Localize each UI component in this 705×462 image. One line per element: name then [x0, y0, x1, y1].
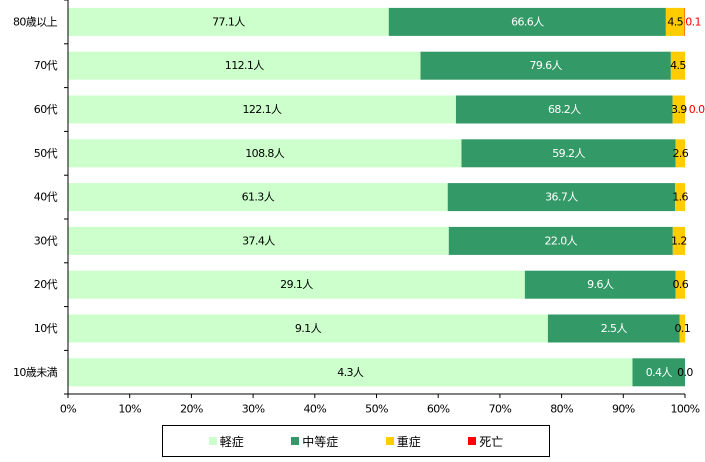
x-tick-label-6: 60%	[427, 403, 450, 416]
data-label-moderate-4: 36.7人	[545, 191, 578, 204]
data-label-mild-8: 4.3人	[337, 366, 364, 379]
category-label-7: 10代	[34, 322, 58, 335]
bar-segment-moderate-5	[448, 226, 673, 255]
bar-segment-mild-3	[68, 139, 462, 168]
bar-segment-severe-2	[672, 95, 685, 124]
x-tick-label-10: 100%	[670, 403, 699, 416]
data-label-mild-3: 108.8人	[245, 147, 284, 160]
bar-segment-moderate-6	[524, 270, 676, 299]
data-label-mild-6: 29.1人	[280, 278, 313, 291]
bar-segment-mild-1	[68, 51, 421, 80]
x-tick-label-1: 10%	[118, 403, 141, 416]
category-label-2: 60代	[34, 103, 58, 116]
legend-label-severe: 重症	[396, 434, 421, 449]
data-label-moderate-2: 68.2人	[548, 103, 581, 116]
legend-label-mild: 軽症	[219, 434, 244, 449]
category-label-8: 10歳未満	[13, 366, 58, 379]
data-label-severe-7: 0.1	[675, 322, 691, 335]
legend-item-mild: 軽症	[208, 433, 244, 450]
bar-segment-mild-7	[68, 314, 548, 343]
legend-item-moderate: 中等症	[291, 433, 338, 450]
legend-swatch-death	[468, 437, 477, 445]
x-tick-label-2: 20%	[180, 403, 203, 416]
data-label-mild-5: 37.4人	[242, 234, 275, 247]
bars-layer	[68, 7, 685, 387]
bar-segment-severe-6	[675, 270, 685, 299]
legend-label-death: 死亡	[479, 434, 504, 449]
bar-segment-severe-7	[679, 314, 685, 343]
bar-segment-mild-0	[68, 7, 389, 36]
data-label-mild-1: 112.1人	[225, 59, 264, 72]
data-label-mild-7: 9.1人	[295, 322, 322, 335]
axes-layer: 80歳以上 70代 60代 50代 40代 30代 20代 10代 10歳未満 0% 10% 20% 3…	[13, 0, 700, 416]
data-label-death-0: 0.1	[685, 15, 701, 28]
category-label-4: 40代	[34, 191, 58, 204]
category-label-3: 50代	[34, 147, 58, 160]
legend-swatch-mild	[208, 437, 217, 445]
x-tick-label-8: 80%	[550, 403, 573, 416]
category-label-5: 30代	[34, 234, 58, 247]
legend-swatch-severe	[385, 437, 394, 445]
bar-segment-moderate-0	[388, 7, 666, 36]
data-label-moderate-8: 0.4人	[646, 366, 673, 379]
data-label-moderate-0: 66.6人	[511, 15, 544, 28]
x-tick-label-5: 50%	[365, 403, 388, 416]
legend-item-death: 死亡	[468, 433, 503, 450]
legend-item-severe: 重症	[385, 433, 421, 450]
bar-segment-mild-8	[68, 358, 633, 387]
bar-segment-moderate-7	[547, 314, 680, 343]
data-label-moderate-3: 59.2人	[552, 147, 585, 160]
data-label-death-2: 0.0	[689, 103, 705, 116]
data-label-severe-6: 0.6	[672, 278, 688, 291]
data-label-mild-4: 61.3人	[242, 191, 275, 204]
bar-segment-severe-4	[675, 183, 685, 212]
legend-swatch-moderate	[291, 437, 300, 445]
x-tick-label-9: 90%	[612, 403, 635, 416]
bar-segment-mild-2	[68, 95, 456, 124]
data-label-severe-5: 1.2	[671, 234, 687, 247]
category-label-0: 80歳以上	[13, 15, 58, 28]
bar-segment-severe-0	[665, 7, 685, 36]
bar-segment-severe-1	[670, 51, 685, 80]
bar-segment-moderate-2	[455, 95, 673, 124]
bar-segment-mild-5	[68, 226, 449, 255]
data-label-severe-8: 0.0	[677, 366, 693, 379]
bar-segment-mild-6	[68, 270, 525, 299]
bar-segment-moderate-8	[632, 358, 685, 387]
category-label-1: 70代	[34, 59, 58, 72]
data-label-severe-3: 2.6	[672, 147, 688, 160]
bar-segment-severe-5	[672, 226, 685, 255]
x-tick-label-3: 30%	[242, 403, 265, 416]
data-label-severe-2: 3.9	[671, 103, 687, 116]
x-tick-label-0: 0%	[60, 403, 76, 416]
data-label-severe-1: 4.5	[670, 59, 686, 72]
bar-segment-moderate-3	[461, 139, 676, 168]
data-label-severe-4: 1.6	[672, 191, 688, 204]
data-label-moderate-5: 22.0人	[545, 234, 578, 247]
bar-segment-mild-4	[68, 183, 448, 212]
data-label-mild-0: 77.1人	[212, 15, 245, 28]
bar-segment-moderate-4	[447, 183, 676, 212]
data-label-moderate-7: 2.5人	[601, 322, 628, 335]
bar-segment-moderate-1	[420, 51, 671, 80]
category-label-6: 20代	[34, 278, 58, 291]
bar-segment-severe-3	[675, 139, 685, 168]
x-tick-label-4: 40%	[303, 403, 326, 416]
data-label-severe-0: 4.5	[667, 15, 683, 28]
legend-label-moderate: 中等症	[302, 434, 339, 449]
data-label-moderate-1: 79.6人	[529, 59, 562, 72]
x-tick-label-7: 70%	[489, 403, 512, 416]
legend: 軽症 中等症 重症 死亡	[162, 425, 550, 457]
data-label-moderate-6: 9.6人	[587, 278, 614, 291]
data-label-mild-2: 122.1人	[243, 103, 282, 116]
